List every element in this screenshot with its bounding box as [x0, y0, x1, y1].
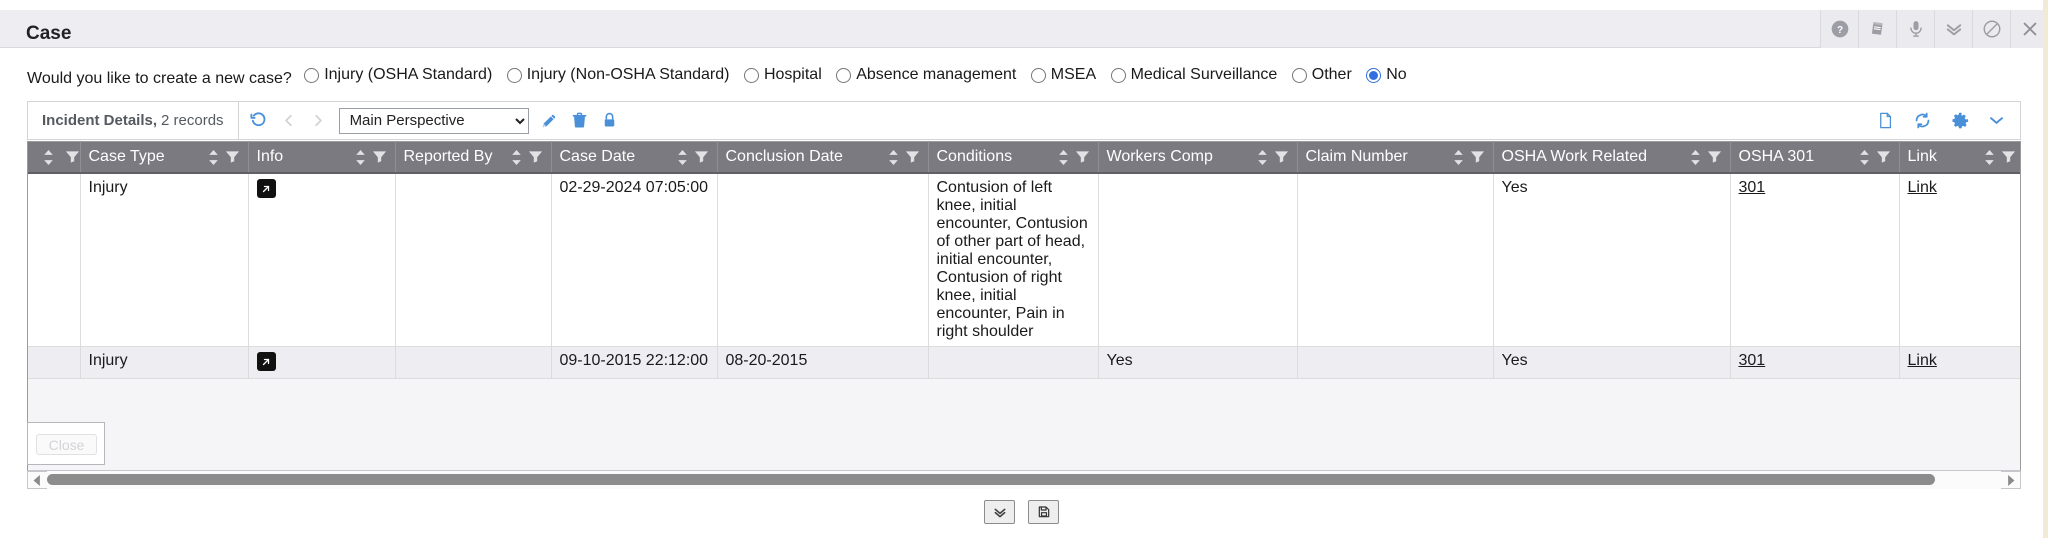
- svg-text:?: ?: [1836, 25, 1842, 36]
